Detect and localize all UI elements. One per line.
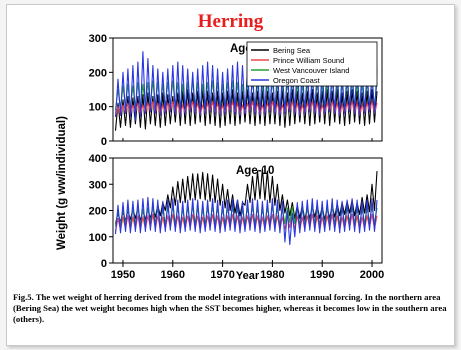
legend-entry: Oregon Coast xyxy=(273,76,321,85)
x-tick-label: 1980 xyxy=(260,269,284,281)
y-tick-label: 400 xyxy=(89,153,107,165)
y-tick-label: 200 xyxy=(89,206,107,218)
series-line-oregon-coast xyxy=(114,51,378,121)
x-tick-label: 1960 xyxy=(161,269,185,281)
series-line-prince-william-sound xyxy=(114,100,378,118)
figure-caption: Fig.5. The wet weight of herring derived… xyxy=(13,292,447,324)
figure-frame: Herring Weight (g ww/individual) 0 100 200… xyxy=(6,4,455,346)
x-tick-label: 2000 xyxy=(360,269,384,281)
legend-entry: West Vancouver Island xyxy=(273,66,349,75)
series-line-oregon-coast xyxy=(114,196,378,246)
y-tick-label: 100 xyxy=(89,232,107,244)
y-tick-label: 300 xyxy=(89,33,107,45)
y-tick-label: 0 xyxy=(101,258,107,270)
x-tick-label: 1950 xyxy=(111,269,135,281)
chart-title: Herring xyxy=(197,11,264,32)
x-tick-label: 1970 xyxy=(210,269,234,281)
y-tick-label: 200 xyxy=(89,67,107,79)
panel-label: Age-10 xyxy=(236,165,274,177)
y-tick-label: 100 xyxy=(89,102,107,114)
x-axis-label: Year xyxy=(236,270,260,282)
panel-frame-1 xyxy=(112,37,383,142)
y-tick-label: 300 xyxy=(89,179,107,191)
y-tick-label: 0 xyxy=(101,136,107,148)
x-tick-label: 1990 xyxy=(310,269,334,281)
legend-entry: Prince William Sound xyxy=(273,56,344,65)
legend-entry: Bering Sea xyxy=(273,46,311,55)
